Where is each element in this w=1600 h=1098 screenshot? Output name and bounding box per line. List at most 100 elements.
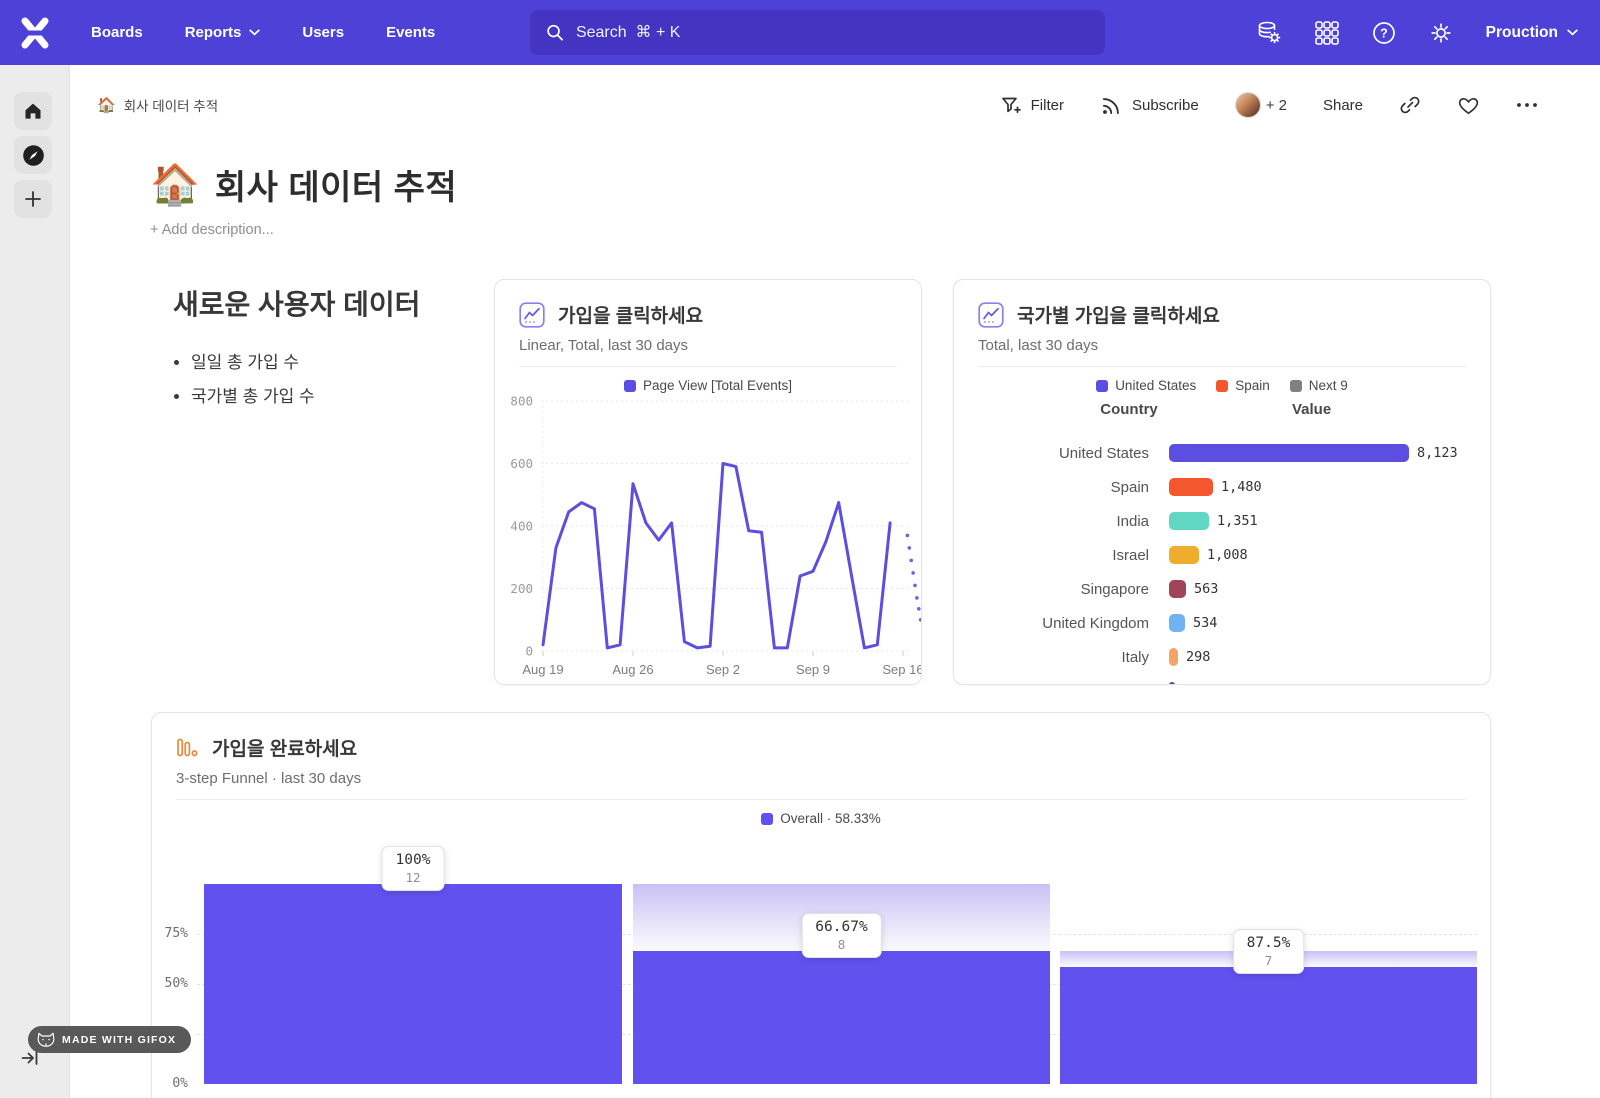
line-chart-icon xyxy=(978,301,1004,328)
card-subtitle: Total, last 30 days xyxy=(978,337,1099,354)
nav-item-users[interactable]: Users xyxy=(302,24,344,41)
country-label: United Kingdom xyxy=(1042,614,1149,632)
funnel-bar[interactable] xyxy=(1060,967,1477,1084)
avatar[interactable] xyxy=(1234,92,1261,118)
table-row[interactable]: Spain 1,480 xyxy=(954,470,1490,504)
legend-item[interactable]: Next 9 xyxy=(1289,378,1348,393)
divider xyxy=(176,799,1466,800)
subscribe-button[interactable]: Subscribe xyxy=(1100,94,1199,117)
country-bar[interactable] xyxy=(1169,648,1178,666)
help-icon[interactable]: ? xyxy=(1372,21,1396,45)
filter-button[interactable]: Filter xyxy=(1000,94,1064,116)
funnel-bar[interactable] xyxy=(204,884,622,1084)
data-management-icon[interactable] xyxy=(1256,20,1282,45)
legend-item[interactable]: Page View [Total Events] xyxy=(623,378,793,393)
y-axis-tick: 800 xyxy=(510,394,533,409)
favorite-button[interactable] xyxy=(1457,94,1480,116)
legend-swatch xyxy=(1216,379,1229,392)
gifox-badge[interactable]: MADE WITH GIFOX xyxy=(28,1026,192,1053)
apps-grid-icon[interactable] xyxy=(1314,20,1339,45)
board-title[interactable]: 🏠 회사 데이터 추적 xyxy=(150,160,457,209)
legend-swatch xyxy=(1289,379,1302,392)
column-header-country[interactable]: Country xyxy=(1100,401,1158,418)
country-bar[interactable] xyxy=(1169,444,1409,462)
card-subtitle: 3-step Funnel · last 30 days xyxy=(176,770,362,787)
funnel-card[interactable]: 가입을 완료하세요 3-step Funnel · last 30 days O… xyxy=(151,712,1491,1098)
country-bar[interactable] xyxy=(1169,512,1209,530)
funnel-conversion-pct: 66.67% xyxy=(815,919,868,935)
nav-item-boards[interactable]: Boards xyxy=(91,24,143,41)
funnel-step-tooltip: 87.5% 7 xyxy=(1232,929,1305,974)
notes-text-card[interactable]: 새로운 사용자 데이터 일일 총 가입 수 국가별 총 가입 수 xyxy=(173,283,420,416)
rss-icon xyxy=(1102,97,1119,114)
x-axis-tick: Sep 2 xyxy=(706,662,740,677)
country-bar[interactable] xyxy=(1169,580,1186,598)
table-row-clipped xyxy=(954,674,1490,684)
funnel-chart-icon xyxy=(177,738,198,756)
table-row[interactable]: Singapore 563 xyxy=(954,572,1490,606)
card-title[interactable]: 가입을 완료하세요 xyxy=(212,739,358,760)
board-title-emoji: 🏠 xyxy=(150,162,200,207)
legend-swatch xyxy=(761,812,774,825)
collaborators-more[interactable]: + 2 xyxy=(1265,96,1287,114)
card-header: 가입을 클릭하세요 Linear, Total, last 30 days Pa… xyxy=(495,280,921,393)
column-header-value[interactable]: Value xyxy=(1292,401,1332,418)
more-options-button[interactable] xyxy=(1516,102,1538,108)
y-axis-tick: 0 xyxy=(525,644,533,659)
project-name: Prouction xyxy=(1485,23,1558,41)
card-title[interactable]: 국가별 가입을 클릭하세요 xyxy=(1017,306,1220,327)
legend-swatch xyxy=(623,379,636,392)
funnel-conversion-pct: 100% xyxy=(395,852,431,868)
table-row[interactable]: United States 8,123 xyxy=(954,436,1490,470)
mixpanel-logo[interactable] xyxy=(19,16,51,50)
project-selector[interactable]: Prouction xyxy=(1486,24,1578,42)
nav-item-label: Events xyxy=(386,24,436,41)
collapse-sidebar-button[interactable] xyxy=(20,1048,40,1073)
legend-label: Next 9 xyxy=(1308,378,1348,393)
breadcrumb[interactable]: 🏠 회사 데이터 추적 xyxy=(97,95,218,115)
country-bar xyxy=(1169,682,1175,684)
share-button[interactable]: Share xyxy=(1323,97,1363,114)
nav-item-label: Boards xyxy=(91,24,143,41)
table-row[interactable]: United Kingdom 534 xyxy=(954,606,1490,640)
country-bar[interactable] xyxy=(1169,478,1213,496)
funnel-step-count: 8 xyxy=(837,937,846,952)
card-header: 가입을 완료하세요 3-step Funnel · last 30 days O… xyxy=(152,713,1490,826)
line-chart-plot[interactable]: 0 200 400 600 800 Aug 19 Aug 26 Sep 2 Sep 9 Sep 1… xyxy=(495,393,922,685)
funnel-bar[interactable] xyxy=(633,951,1050,1084)
table-row[interactable]: Italy 298 xyxy=(954,640,1490,674)
country-value: 8,123 xyxy=(1417,445,1458,461)
country-chart-legend: United States Spain Next 9 xyxy=(978,378,1466,393)
nav-item-reports[interactable]: Reports xyxy=(185,24,261,41)
notes-bullet: 국가별 총 가입 수 xyxy=(191,382,420,407)
copy-link-button[interactable] xyxy=(1399,94,1421,116)
table-row[interactable]: India 1,351 xyxy=(954,504,1490,538)
legend-label: United States xyxy=(1115,378,1197,393)
card-title[interactable]: 가입을 클릭하세요 xyxy=(558,306,704,327)
line-series[interactable] xyxy=(541,462,892,650)
country-bar[interactable] xyxy=(1169,546,1199,564)
country-bar[interactable] xyxy=(1169,614,1185,632)
explore-button[interactable] xyxy=(14,136,52,174)
legend-item[interactable]: United States xyxy=(1096,378,1196,393)
home-button[interactable] xyxy=(14,92,52,130)
search-input[interactable] xyxy=(575,23,1089,42)
add-description[interactable]: + Add description... xyxy=(150,222,274,238)
card-subtitle: Linear, Total, last 30 days xyxy=(519,337,688,354)
collaborators[interactable]: + 2 xyxy=(1234,92,1287,118)
country-bar-card[interactable]: 국가별 가입을 클릭하세요 Total, last 30 days United… xyxy=(953,279,1491,685)
nav-item-events[interactable]: Events xyxy=(386,24,435,41)
line-chart-card[interactable]: 가입을 클릭하세요 Linear, Total, last 30 days Pa… xyxy=(494,279,922,685)
legend-item[interactable]: Spain xyxy=(1216,378,1270,393)
global-search[interactable] xyxy=(530,10,1105,55)
table-row[interactable]: Israel 1,008 xyxy=(954,538,1490,572)
settings-gear-icon[interactable] xyxy=(1429,21,1453,45)
legend-item[interactable]: Overall · 58.33% xyxy=(761,811,881,826)
divider xyxy=(519,366,897,367)
line-series-dotted-tail xyxy=(913,583,917,588)
add-board-button[interactable] xyxy=(14,180,52,218)
filter-label: Filter xyxy=(1030,96,1064,114)
notes-list: 일일 총 가입 수 국가별 총 가입 수 xyxy=(191,348,420,407)
line-series-dotted-tail xyxy=(915,596,919,600)
legend-label: Page View [Total Events] xyxy=(642,378,793,393)
